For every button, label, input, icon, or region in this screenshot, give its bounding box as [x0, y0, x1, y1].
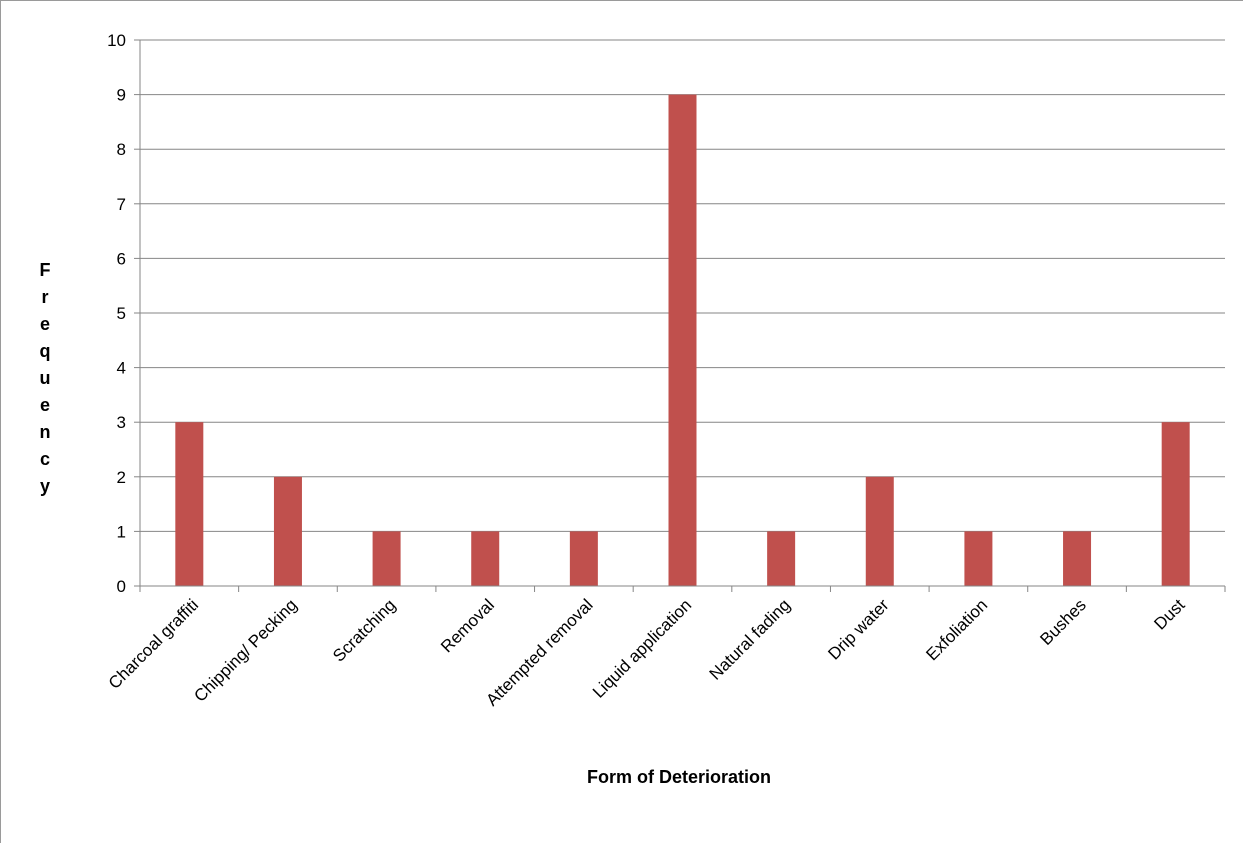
x-tick-label: Exfoliation	[922, 595, 991, 664]
y-tick-label: 7	[117, 195, 126, 214]
bar	[767, 531, 796, 586]
x-tick-label: Chipping/ Pecking	[190, 595, 300, 705]
y-axis-title-letter: n	[40, 422, 51, 442]
y-axis-title-letter: q	[40, 341, 51, 361]
y-axis-title-letter: u	[40, 368, 51, 388]
y-tick-label: 9	[117, 86, 126, 105]
x-tick-label: Drip water	[824, 595, 892, 663]
y-tick-label: 10	[107, 31, 126, 50]
y-tick-labels: 0 1 2 3 4 5 6 7 8 9 10	[107, 31, 126, 596]
bar	[569, 531, 598, 586]
bar	[372, 531, 401, 586]
axes	[134, 39, 1226, 592]
bar	[1161, 422, 1190, 586]
bar	[273, 476, 302, 586]
x-tick-label: Charcoal graffiti	[105, 595, 202, 692]
y-tick-label: 0	[117, 577, 126, 596]
x-tick-label: Scratching	[329, 595, 399, 665]
x-tick-label: Liquid application	[589, 595, 695, 701]
y-tick-label: 3	[117, 413, 126, 432]
y-axis-title-letter: e	[40, 395, 50, 415]
bar	[471, 531, 500, 586]
y-tick-label: 8	[117, 140, 126, 159]
y-tick-label: 5	[117, 304, 126, 323]
bar	[964, 531, 993, 586]
y-axis-title-letter: y	[40, 476, 50, 496]
bar	[865, 476, 894, 586]
x-tick-label: Bushes	[1036, 595, 1090, 649]
x-tick-label: Removal	[437, 595, 498, 656]
y-axis-title-letter: F	[40, 260, 51, 280]
y-tick-label: 4	[117, 359, 126, 378]
bar	[1063, 531, 1092, 586]
y-axis-title-letter: e	[40, 314, 50, 334]
bar	[668, 94, 697, 586]
bars	[175, 94, 1190, 586]
x-tick-label: Dust	[1150, 595, 1188, 633]
bar	[175, 422, 204, 586]
x-tick-label: Attempted removal	[482, 595, 596, 709]
y-tick-label: 1	[117, 522, 126, 541]
y-tick-label: 2	[117, 468, 126, 487]
y-tick-label: 6	[117, 249, 126, 268]
x-axis-title: Form of Deterioration	[587, 767, 771, 787]
y-axis-title-letter: c	[40, 449, 50, 469]
x-tick-label: Natural fading	[706, 595, 794, 683]
y-axis-title-letter: r	[41, 287, 48, 307]
